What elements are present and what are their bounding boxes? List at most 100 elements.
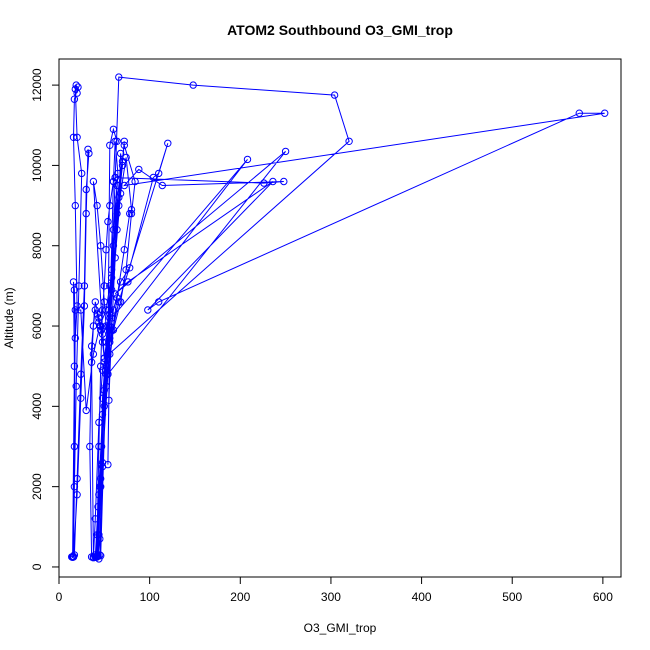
data-point xyxy=(135,165,143,174)
plot-frame xyxy=(58,58,622,578)
data-point xyxy=(97,322,105,330)
data-point xyxy=(97,362,105,370)
data-point xyxy=(68,553,77,561)
data-point xyxy=(95,442,103,451)
data-point xyxy=(118,161,127,170)
data-point xyxy=(111,290,119,298)
data-point xyxy=(158,181,167,190)
data-point xyxy=(109,125,118,134)
x-tick-label-5: 500 xyxy=(502,590,522,604)
data-point xyxy=(72,382,80,390)
data-point xyxy=(111,173,119,182)
data-point xyxy=(89,177,98,186)
data-point xyxy=(102,306,110,314)
data-point xyxy=(93,310,101,318)
data-point xyxy=(164,139,172,148)
data-point xyxy=(109,242,118,250)
y-tick-label-6: 12000 xyxy=(30,68,44,102)
data-point xyxy=(269,177,277,186)
data-point xyxy=(155,298,163,306)
data-point xyxy=(89,350,98,358)
data-point xyxy=(106,350,114,358)
x-axis: 0 100 200 300 400 500 600 xyxy=(56,577,613,604)
data-point xyxy=(104,217,112,226)
data-point xyxy=(115,201,123,210)
data-point xyxy=(70,95,79,103)
data-point xyxy=(106,334,114,342)
data-point xyxy=(82,209,90,218)
data-point xyxy=(126,264,134,272)
data-point xyxy=(73,491,81,499)
data-point xyxy=(82,406,90,415)
data-point xyxy=(97,326,105,334)
data-point xyxy=(95,314,103,322)
data-point xyxy=(98,338,107,346)
data-point xyxy=(93,201,101,210)
data-point xyxy=(75,282,83,290)
data-point xyxy=(73,474,81,483)
y-axis: 0 2000 4000 6000 8000 10000 12000 xyxy=(30,68,59,570)
x-tick-label-6: 600 xyxy=(593,590,613,604)
data-point xyxy=(77,394,85,402)
data-point xyxy=(107,274,116,282)
data-point xyxy=(106,201,114,210)
data-point xyxy=(97,242,105,250)
y-tick-label-3: 6000 xyxy=(30,312,44,339)
data-point xyxy=(98,306,107,314)
data-point xyxy=(105,396,113,404)
data-point xyxy=(106,141,114,150)
y-tick-label-0: 0 xyxy=(30,563,44,570)
data-point xyxy=(122,266,130,274)
data-point xyxy=(575,109,583,117)
data-point xyxy=(120,137,129,146)
data-point xyxy=(87,342,96,350)
chart-title: ATOM2 Southbound O3_GMI_trop xyxy=(227,22,453,38)
x-tick-label-4: 400 xyxy=(412,590,432,604)
data-point xyxy=(116,278,125,286)
data-point xyxy=(124,278,132,286)
data-point xyxy=(109,226,118,234)
data-point xyxy=(91,551,100,559)
data-point xyxy=(260,179,268,187)
data-point xyxy=(87,358,96,366)
data-point xyxy=(70,483,79,491)
data-point xyxy=(86,442,94,451)
data-point xyxy=(155,169,163,178)
data-point xyxy=(95,491,103,499)
data-point xyxy=(109,326,118,334)
data-point xyxy=(80,282,89,290)
data-point xyxy=(70,286,79,294)
data-point xyxy=(69,552,78,561)
data-point xyxy=(97,474,105,483)
data-point xyxy=(127,205,136,214)
data-point xyxy=(74,83,82,91)
data-point xyxy=(122,153,130,162)
data-point xyxy=(72,81,80,89)
data-point xyxy=(98,458,107,467)
series-line-0 xyxy=(71,76,605,560)
data-point xyxy=(115,73,123,81)
data-point xyxy=(95,318,103,326)
data-point xyxy=(144,306,152,314)
data-point xyxy=(115,193,123,202)
data-point xyxy=(601,109,609,117)
data-point xyxy=(106,338,114,346)
data-point xyxy=(102,366,110,374)
data-point xyxy=(91,306,100,314)
data-point xyxy=(102,322,110,330)
data-point xyxy=(120,141,129,150)
data-point xyxy=(127,209,136,218)
data-point xyxy=(93,531,101,539)
data-point xyxy=(98,330,107,338)
data-point xyxy=(330,91,339,99)
data-point xyxy=(100,354,109,362)
data-point xyxy=(345,137,353,146)
data-point xyxy=(69,278,78,286)
data-point xyxy=(104,370,112,378)
data-layer xyxy=(68,73,609,563)
data-point xyxy=(96,483,104,491)
data-point xyxy=(102,246,110,254)
data-point xyxy=(116,189,125,198)
data-point xyxy=(98,410,107,419)
data-point xyxy=(100,298,109,306)
